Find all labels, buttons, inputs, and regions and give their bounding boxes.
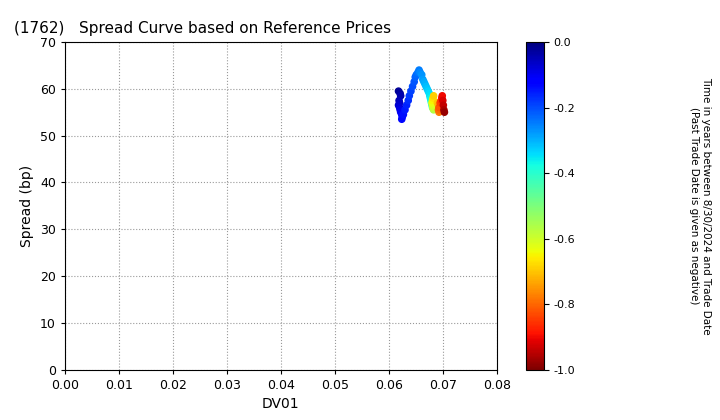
Point xyxy=(405,88,417,94)
Point xyxy=(393,97,405,104)
Point xyxy=(423,88,434,94)
Point xyxy=(397,113,408,120)
Point xyxy=(427,95,438,102)
Point xyxy=(426,100,438,106)
Y-axis label: Time in years between 8/30/2024 and Trade Date
(Past Trade Date is given as nega: Time in years between 8/30/2024 and Trad… xyxy=(689,77,711,335)
Point xyxy=(428,107,439,113)
Point xyxy=(436,92,448,99)
Point xyxy=(427,105,438,112)
Point xyxy=(393,102,405,108)
Point xyxy=(426,100,437,106)
X-axis label: DV01: DV01 xyxy=(262,397,300,411)
Point xyxy=(421,85,433,92)
Point xyxy=(416,71,428,78)
Point xyxy=(438,102,449,108)
Point xyxy=(437,97,449,104)
Point xyxy=(395,107,406,113)
Point xyxy=(432,100,444,106)
Point xyxy=(397,111,409,118)
Point xyxy=(395,109,406,116)
Point xyxy=(426,102,438,108)
Point xyxy=(433,102,444,108)
Point xyxy=(436,97,447,104)
Point xyxy=(428,92,439,99)
Point xyxy=(433,107,444,113)
Point xyxy=(407,83,418,90)
Point xyxy=(396,111,408,118)
Point xyxy=(399,107,410,113)
Point xyxy=(425,97,436,104)
Point xyxy=(433,104,445,111)
Point xyxy=(408,79,420,85)
Point xyxy=(427,104,438,111)
Point xyxy=(418,79,430,85)
Point xyxy=(410,71,422,78)
Point xyxy=(420,83,432,90)
Point xyxy=(419,81,431,87)
Point xyxy=(394,104,405,111)
Point xyxy=(395,92,406,99)
Point xyxy=(395,90,406,97)
Point xyxy=(425,95,436,102)
Point xyxy=(427,102,438,108)
Text: (1762)   Spread Curve based on Reference Prices: (1762) Spread Curve based on Reference P… xyxy=(14,21,392,36)
Point xyxy=(394,100,405,106)
Point xyxy=(414,69,426,76)
Point xyxy=(434,100,446,106)
Y-axis label: Spread (bp): Spread (bp) xyxy=(20,165,35,247)
Point xyxy=(423,90,435,97)
Point xyxy=(427,97,438,104)
Point xyxy=(402,97,414,104)
Point xyxy=(438,107,449,113)
Point xyxy=(410,74,421,81)
Point xyxy=(436,95,447,102)
Point xyxy=(424,92,436,99)
Point xyxy=(433,107,445,113)
Point xyxy=(433,109,445,116)
Point xyxy=(396,116,408,123)
Point xyxy=(393,88,405,94)
Point xyxy=(438,109,450,116)
Point xyxy=(413,67,425,74)
Point xyxy=(412,69,423,76)
Point xyxy=(401,102,413,108)
Point xyxy=(433,104,445,111)
Point xyxy=(403,92,415,99)
Point xyxy=(417,76,428,83)
Point xyxy=(427,104,438,111)
